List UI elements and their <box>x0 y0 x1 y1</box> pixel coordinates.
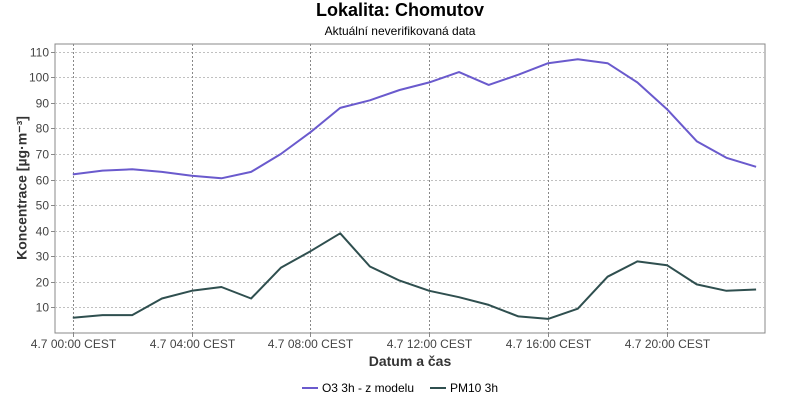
legend-label-pm10: PM10 3h <box>450 381 499 395</box>
y-tick-label: 20 <box>36 276 50 290</box>
o3-series-line <box>72 58 757 180</box>
x-tick-label: 4.7 04:00 CEST <box>150 337 236 351</box>
y-tick-label: 60 <box>36 174 50 188</box>
y-tick-label: 110 <box>30 46 49 60</box>
chart-subtitle: Aktuální neverifikovaná data <box>324 24 476 38</box>
y-tick-label: 10 <box>36 301 50 315</box>
x-tick-label: 4.7 08:00 CEST <box>268 337 354 351</box>
x-tick-label: 4.7 12:00 CEST <box>387 337 473 351</box>
y-tick-label: 30 <box>36 250 50 264</box>
y-tick-label: 100 <box>29 71 49 85</box>
legend-label-o3: O3 3h - z modelu <box>321 381 414 395</box>
legend-item-o3: O3 3h - z modelu <box>301 381 414 395</box>
y-tick-label: 40 <box>36 225 50 239</box>
x-tick-label: 4.7 20:00 CEST <box>625 337 711 351</box>
legend-item-pm10: PM10 3h <box>430 381 498 395</box>
x-tick-label: 4.7 16:00 CEST <box>506 337 592 351</box>
pm10-series-line <box>72 232 757 320</box>
chart-title: Lokalita: Chomutov <box>315 0 484 20</box>
legend-swatch-pm10 <box>430 387 446 389</box>
legend: O3 3h - z modelu PM10 3h <box>0 381 800 395</box>
x-axis-label: Datum a čas <box>368 353 452 369</box>
y-axis-label: Koncentrace [µg·m⁻³] <box>13 116 30 260</box>
y-tick-label: 80 <box>36 122 50 136</box>
y-tick-label: 70 <box>36 148 50 162</box>
y-tick-label: 90 <box>36 97 50 111</box>
legend-swatch-o3 <box>301 387 318 389</box>
x-tick-label: 4.7 00:00 CEST <box>31 337 117 351</box>
y-tick-label: 50 <box>36 199 50 213</box>
